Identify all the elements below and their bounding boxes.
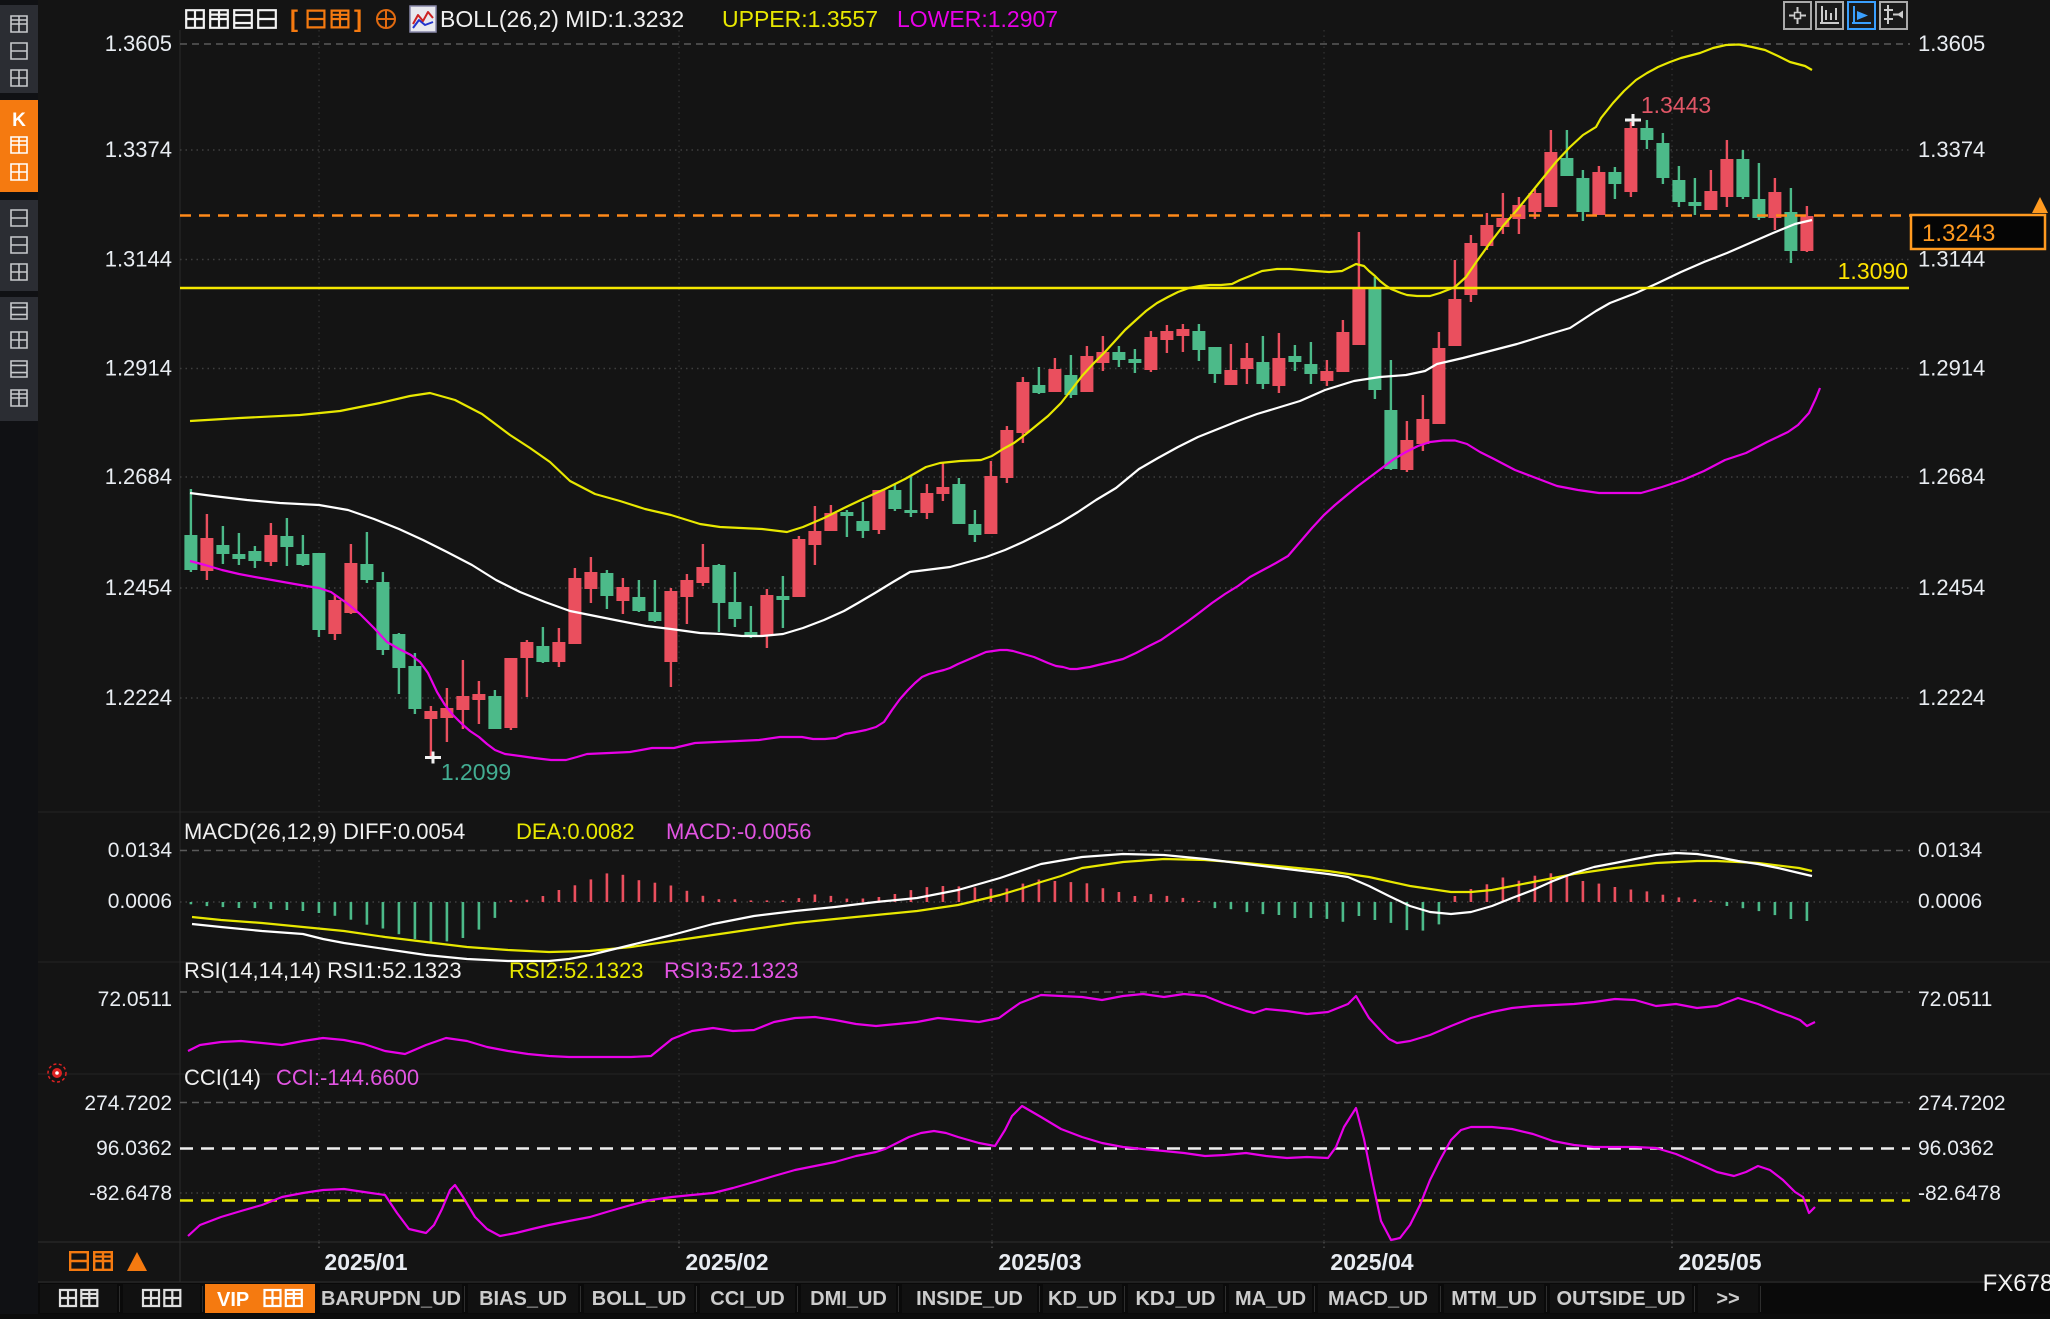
svg-text:UPPER:1.3557: UPPER:1.3557: [722, 6, 878, 32]
svg-text:DMI_UD: DMI_UD: [810, 1288, 887, 1310]
svg-text:VIP: VIP: [217, 1289, 249, 1311]
svg-text:1.2914: 1.2914: [1918, 356, 1985, 381]
svg-text:2025/05: 2025/05: [1678, 1249, 1761, 1275]
svg-text:274.7202: 274.7202: [1918, 1092, 2006, 1115]
svg-text:KDJ_UD: KDJ_UD: [1135, 1288, 1215, 1310]
svg-text:0.0134: 0.0134: [108, 839, 173, 862]
svg-text:274.7202: 274.7202: [84, 1092, 172, 1115]
svg-text:2025/04: 2025/04: [1330, 1249, 1413, 1275]
svg-text:OUTSIDE_UD: OUTSIDE_UD: [1557, 1288, 1686, 1310]
svg-text:-82.6478: -82.6478: [1918, 1182, 2001, 1205]
svg-text:1.3144: 1.3144: [1918, 247, 1985, 272]
svg-text:CCI:-144.6600: CCI:-144.6600: [276, 1065, 419, 1090]
svg-text:RSI3:52.1323: RSI3:52.1323: [664, 958, 799, 983]
svg-text:DEA:0.0082: DEA:0.0082: [516, 819, 635, 844]
svg-text:CCI_UD: CCI_UD: [710, 1288, 784, 1310]
svg-text:1.2454: 1.2454: [1918, 575, 1985, 600]
svg-text:MA_UD: MA_UD: [1235, 1288, 1306, 1310]
svg-text:MACD(26,12,9) DIFF:0.0054: MACD(26,12,9) DIFF:0.0054: [184, 819, 465, 844]
svg-text:[: [: [290, 6, 298, 33]
svg-text:1.3374: 1.3374: [105, 137, 172, 162]
svg-text:96.0362: 96.0362: [1918, 1137, 1994, 1160]
svg-text:1.3605: 1.3605: [105, 31, 172, 56]
svg-text:1.2684: 1.2684: [105, 464, 172, 489]
svg-text:KD_UD: KD_UD: [1048, 1288, 1117, 1310]
svg-text:0.0134: 0.0134: [1918, 839, 1983, 862]
svg-text:1.2454: 1.2454: [105, 575, 172, 600]
svg-text:96.0362: 96.0362: [96, 1137, 172, 1160]
svg-text:INSIDE_UD: INSIDE_UD: [916, 1288, 1023, 1310]
svg-text:]: ]: [354, 6, 362, 33]
svg-text:1.2224: 1.2224: [1918, 685, 1985, 710]
svg-text:0.0006: 0.0006: [108, 890, 172, 913]
svg-text:2025/03: 2025/03: [998, 1249, 1081, 1275]
svg-text:1.3243: 1.3243: [1922, 220, 1995, 247]
svg-text:1.3605: 1.3605: [1918, 31, 1985, 56]
svg-text:72.0511: 72.0511: [1918, 988, 1992, 1011]
svg-text:1.3374: 1.3374: [1918, 137, 1985, 162]
svg-text:MTM_UD: MTM_UD: [1451, 1288, 1537, 1310]
svg-text:RSI(14,14,14) RSI1:52.1323: RSI(14,14,14) RSI1:52.1323: [184, 958, 462, 983]
svg-text:MACD:-0.0056: MACD:-0.0056: [666, 819, 812, 844]
svg-text:-82.6478: -82.6478: [89, 1182, 172, 1205]
svg-text:LOWER:1.2907: LOWER:1.2907: [897, 6, 1058, 32]
svg-text:1.3090: 1.3090: [1838, 258, 1908, 284]
svg-text:2025/02: 2025/02: [685, 1249, 768, 1275]
svg-text:1.3144: 1.3144: [105, 247, 172, 272]
svg-text:1.2684: 1.2684: [1918, 464, 1985, 489]
svg-text:RSI2:52.1323: RSI2:52.1323: [509, 958, 644, 983]
svg-text:BARUPDN_UD: BARUPDN_UD: [321, 1288, 461, 1310]
svg-text:0.0006: 0.0006: [1918, 890, 1982, 913]
svg-text:BOLL(26,2) MID:1.3232: BOLL(26,2) MID:1.3232: [440, 6, 684, 32]
svg-text:CCI(14): CCI(14): [184, 1065, 261, 1090]
svg-text:MACD_UD: MACD_UD: [1328, 1288, 1428, 1310]
svg-text:>>: >>: [1716, 1288, 1739, 1310]
svg-text:K: K: [12, 110, 26, 131]
svg-text:FX678: FX678: [1983, 1270, 2050, 1297]
svg-text:2025/01: 2025/01: [324, 1249, 407, 1275]
svg-text:1.2914: 1.2914: [105, 356, 172, 381]
svg-text:BOLL_UD: BOLL_UD: [592, 1288, 686, 1310]
svg-text:1.2224: 1.2224: [105, 685, 172, 710]
svg-text:1.3443: 1.3443: [1641, 92, 1711, 118]
svg-text:1.2099: 1.2099: [441, 759, 511, 785]
svg-text:72.0511: 72.0511: [98, 988, 172, 1011]
svg-text:BIAS_UD: BIAS_UD: [479, 1288, 567, 1310]
